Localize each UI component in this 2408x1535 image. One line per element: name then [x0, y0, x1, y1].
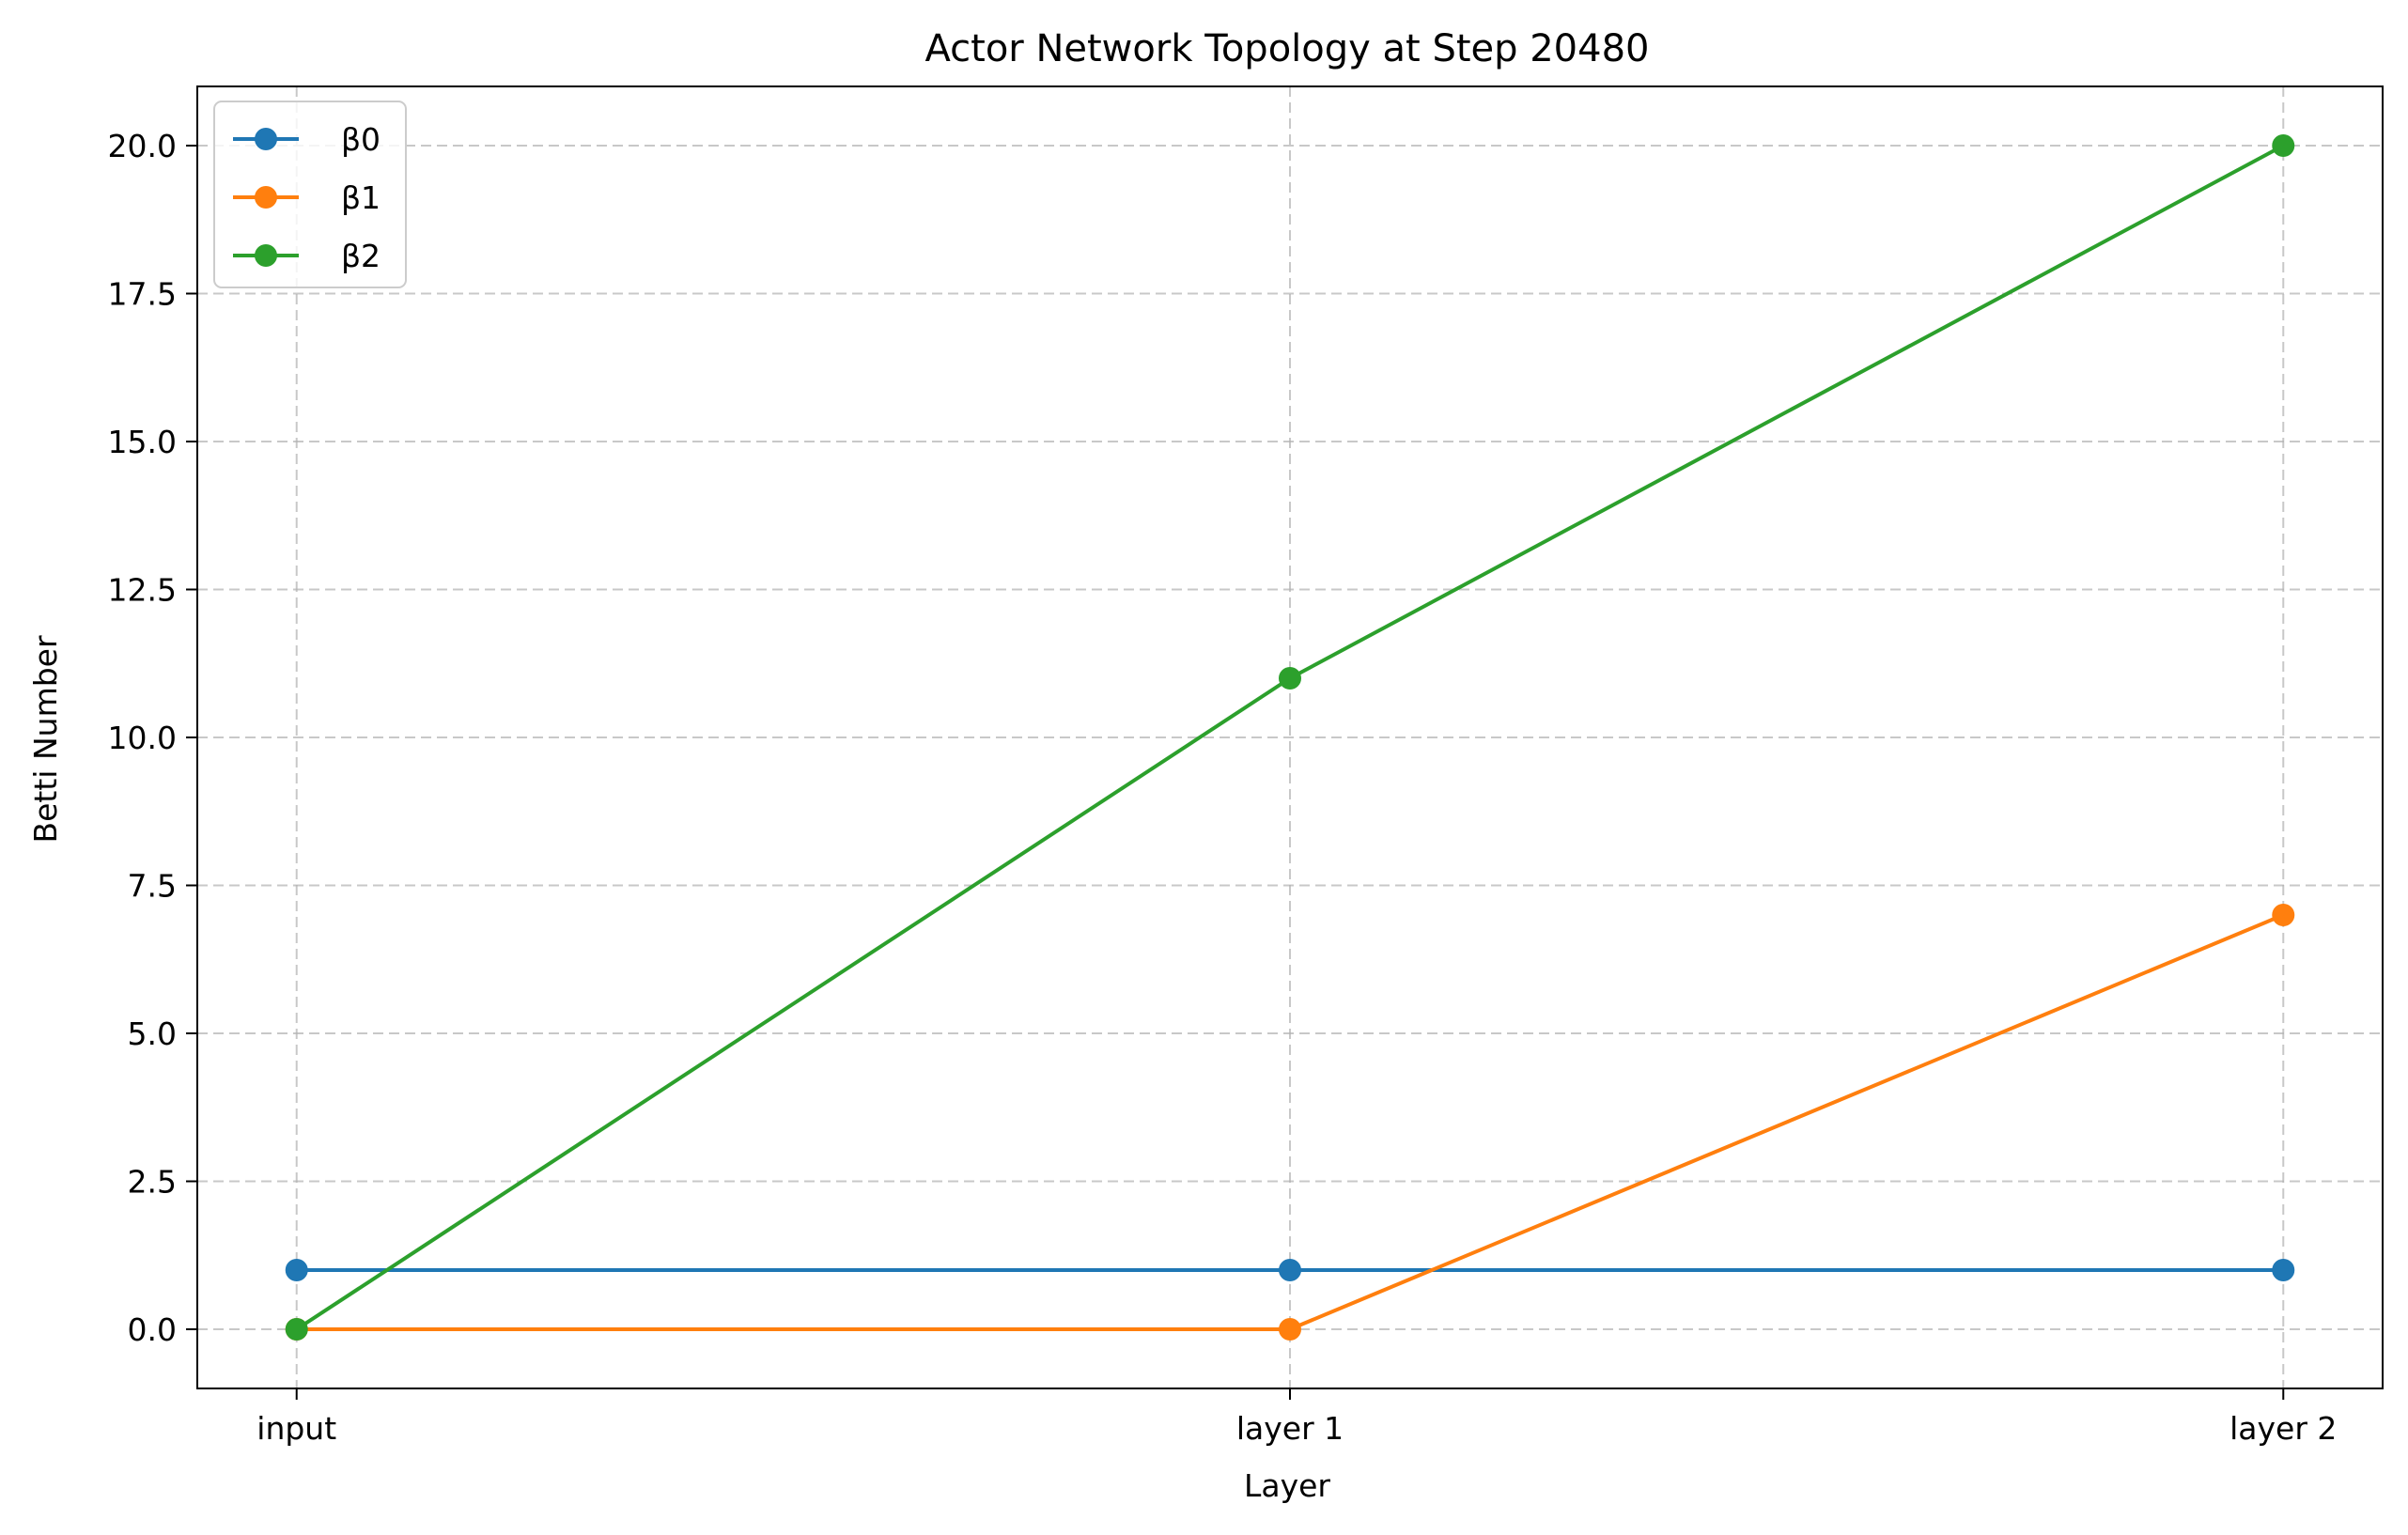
x-tick-label: layer 1: [1236, 1410, 1344, 1447]
series-1-point: [2272, 904, 2295, 926]
x-tick-label: input: [256, 1410, 336, 1447]
x-axis-label: Layer: [1244, 1467, 1330, 1504]
legend-label-0: β0: [341, 121, 381, 158]
y-axis-ticks: 0.0 2.5 5.0 7.5 10.0 12.5 15.0 17.5 20.0: [108, 128, 197, 1348]
series-0-point: [285, 1259, 308, 1281]
y-axis-label: Betti Number: [27, 635, 64, 843]
y-tick-label: 15.0: [108, 424, 177, 460]
y-tick-label: 0.0: [128, 1311, 177, 1348]
y-tick-label: 2.5: [128, 1164, 177, 1201]
grid: [197, 86, 2383, 1388]
x-axis-ticks: input layer 1 layer 2: [256, 1388, 2337, 1447]
legend-marker-0: [255, 128, 277, 150]
series-0-point: [1279, 1259, 1301, 1281]
y-tick-label: 5.0: [128, 1016, 177, 1052]
series-2-point: [1279, 667, 1301, 690]
y-tick-label: 20.0: [108, 128, 177, 164]
series-2-point: [285, 1318, 308, 1341]
legend: β0 β1 β2: [213, 101, 407, 288]
series-0-point: [2272, 1259, 2295, 1281]
series-layer: [285, 134, 2295, 1341]
legend-label-2: β2: [341, 238, 381, 274]
y-tick-label: 12.5: [108, 572, 177, 609]
x-tick-label: layer 2: [2229, 1410, 2337, 1447]
y-tick-label: 10.0: [108, 720, 177, 756]
chart-title: Actor Network Topology at Step 20480: [925, 27, 1650, 70]
y-tick-label: 17.5: [108, 276, 177, 313]
series-2-point: [2272, 134, 2295, 157]
legend-marker-2: [255, 244, 277, 267]
legend-marker-1: [255, 186, 277, 209]
y-tick-label: 7.5: [128, 868, 177, 905]
legend-label-1: β1: [341, 179, 381, 216]
series-1-point: [1279, 1318, 1301, 1341]
